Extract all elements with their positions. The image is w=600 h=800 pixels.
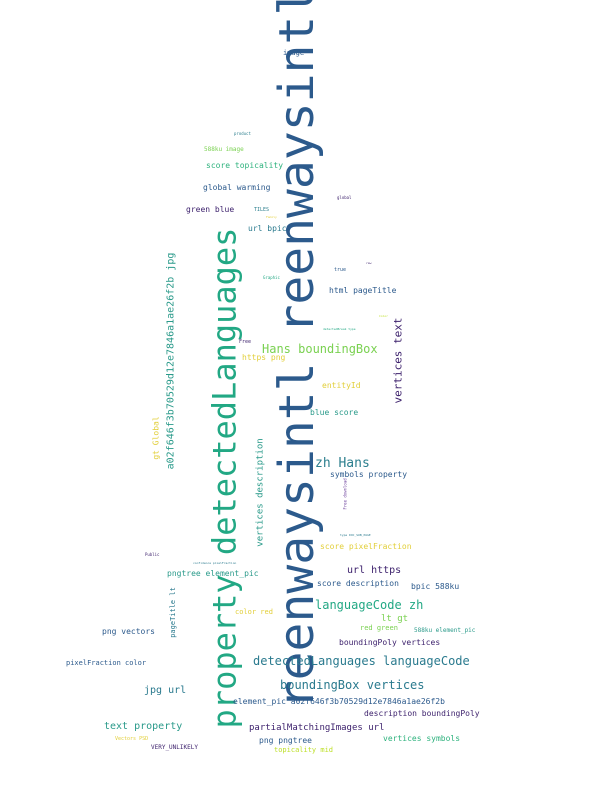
word-item: blue score: [310, 408, 359, 417]
word-item: boundingBox vertices: [280, 678, 425, 692]
word-item: red green: [360, 624, 398, 632]
word-item: languageCode zh: [315, 598, 424, 612]
word-item: zh Hans: [315, 456, 370, 471]
word-item: html pageTitle: [329, 286, 397, 295]
word-item: detectedLanguages languageCode: [253, 654, 470, 668]
word-item: pngtree element_pic: [167, 569, 259, 578]
word-item: green blue: [186, 205, 235, 214]
word-item: color red: [235, 608, 273, 616]
word-item: text property: [104, 721, 183, 732]
word-item: score pixelFraction: [320, 542, 412, 551]
word-item: vertices text: [391, 316, 405, 404]
word-item: Public: [145, 552, 160, 557]
word-item: png vectors: [102, 627, 155, 636]
word-item: a02f646f3b70529d12e7846a1ae26f2b jpg: [164, 252, 176, 470]
word-item: global warming: [203, 183, 271, 192]
word-item: partialMatchingImages url: [249, 723, 385, 733]
word-item: description boundingPoly: [364, 709, 480, 718]
word-item: bpic 588ku: [411, 582, 460, 591]
word-item: Vectors PSD: [115, 736, 149, 742]
word-item: Hans boundingBox: [262, 342, 378, 356]
word-item: pageTitle lt: [168, 586, 177, 638]
word-item: pixelFraction color: [66, 659, 147, 667]
word-item: lt gt: [381, 614, 409, 624]
word-item: gt Global: [151, 416, 161, 460]
word-item: TILES: [254, 207, 270, 213]
word-item: element_pic a02f646f3b70529d12e7846a1ae2…: [233, 697, 445, 706]
word-item: 588ku element_pic: [414, 627, 476, 634]
word-item: type DOC_SUB_PAGE: [340, 533, 371, 537]
word-item: global: [337, 195, 352, 200]
word-item: https png: [242, 353, 286, 362]
word-item: boundingPoly vertices: [339, 638, 441, 647]
word-item: symbols property: [330, 470, 408, 479]
word-item: jpg url: [144, 685, 187, 696]
word-item: url https: [347, 565, 402, 576]
word-item: Color: [379, 314, 389, 318]
word-item: Free: [239, 339, 252, 345]
word-item: Family: [266, 215, 277, 219]
word-item: url bpic: [248, 224, 287, 233]
word-item: image: [283, 49, 305, 57]
word-item: VERY_UNLIKELY: [151, 744, 198, 751]
word-item: raw: [366, 261, 372, 265]
word-item: product: [234, 131, 251, 136]
word-item: confidence pixelFraction: [193, 561, 237, 565]
word-item: png pngtree: [259, 736, 312, 745]
word-item: true: [334, 267, 347, 273]
word-item: Free download: [342, 478, 348, 510]
word-item: Graphic: [263, 275, 280, 280]
word-item: 588ku image: [204, 146, 244, 153]
word-item: vertices symbols: [383, 734, 461, 743]
word-item: vertices description: [255, 437, 266, 547]
word-item: entityId: [322, 381, 361, 390]
word-item: property detectedLanguages: [204, 227, 243, 729]
word-item: score topicality: [206, 161, 284, 170]
word-item: score description: [317, 579, 399, 588]
word-item: detectedBreak type: [323, 327, 356, 331]
word-item: topicality mid: [274, 746, 334, 754]
